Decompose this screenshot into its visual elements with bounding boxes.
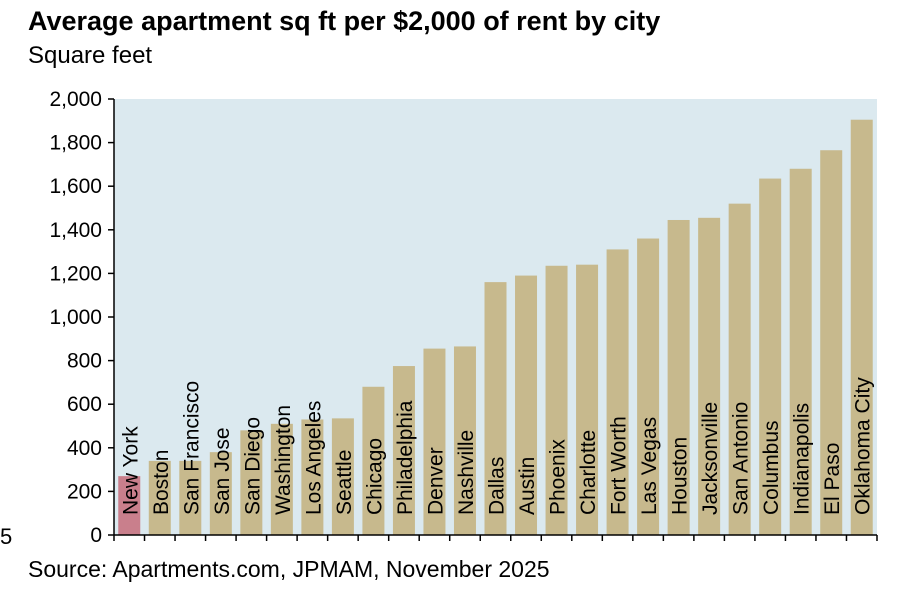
bar-label: Jacksonville — [699, 402, 722, 515]
bar-label: Austin — [516, 457, 539, 515]
bar-label: Phoenix — [547, 439, 570, 515]
y-tick-label: 200 — [67, 480, 102, 503]
bar-columbus — [759, 178, 782, 535]
chart-subtitle: Square feet — [28, 42, 153, 69]
source-note: Source: Apartments.com, JPMAM, November … — [28, 556, 550, 582]
bar-charlotte — [576, 264, 599, 535]
edge-tick-fragment: 5 — [0, 524, 13, 549]
bar-label: Fort Worth — [608, 416, 631, 515]
bar-el-paso — [820, 150, 843, 536]
bar-label: Indianapolis — [791, 403, 814, 515]
bar-phoenix — [545, 265, 568, 535]
bar-label: Chicago — [363, 438, 386, 515]
bar-seattle — [331, 418, 354, 535]
bar-san-francisco — [179, 460, 202, 535]
bar-chicago — [362, 386, 385, 535]
bar-denver — [423, 348, 446, 535]
y-tick-label: 600 — [67, 393, 102, 416]
y-tick-label: 1,600 — [49, 175, 102, 198]
bar-label: New York — [119, 426, 142, 515]
chart-title: Average apartment sq ft per $2,000 of re… — [28, 6, 661, 36]
bar-label: Boston — [150, 450, 173, 515]
bar-label: San Antonio — [730, 402, 753, 515]
bar-jacksonville — [698, 217, 721, 535]
bar-houston — [667, 219, 690, 536]
bar-philadelphia — [392, 366, 415, 535]
bar-label: Nashville — [455, 430, 478, 515]
y-tick-label: 800 — [67, 350, 102, 373]
bar-label: Philadelphia — [394, 400, 417, 515]
bar-san-jose — [209, 452, 232, 535]
bar-fort-worth — [606, 249, 629, 536]
bar-label: Las Vegas — [638, 417, 661, 515]
bar-san-diego — [240, 430, 263, 535]
y-tick-label: 400 — [67, 437, 102, 460]
bar-oklahoma-city — [850, 119, 873, 536]
bar-label: Charlotte — [577, 430, 600, 515]
bar-boston — [148, 460, 171, 535]
bar-label: Los Angeles — [302, 401, 325, 515]
bar-las-vegas — [637, 238, 660, 535]
x-axis — [113, 534, 878, 541]
y-tick-label: 1,200 — [49, 262, 102, 285]
bar-label: San Jose — [211, 427, 234, 515]
bar-washington — [270, 423, 293, 535]
bar-label: Seattle — [333, 450, 356, 515]
bar-indianapolis — [789, 168, 812, 535]
bar-dallas — [484, 282, 507, 535]
y-axis: 0 200 400 600 800 1,000 1,200 1,400 1,600 1,800 2,… — [49, 88, 115, 547]
bar-austin — [515, 275, 538, 535]
y-tick-label: 1,800 — [49, 132, 102, 155]
bar-label: Oklahoma City — [852, 377, 875, 515]
bar-los-angeles — [301, 419, 324, 535]
bar-label: Denver — [424, 447, 447, 515]
bar-label: San Francisco — [180, 381, 203, 515]
bar-nashville — [453, 346, 476, 535]
y-tick-label: 0 — [90, 524, 102, 547]
y-tick-label: 2,000 — [49, 88, 102, 111]
bar-new-york — [118, 476, 141, 535]
bar-label: El Paso — [821, 443, 844, 515]
bars-group: New York Boston San Francisco San Jose San D… — [118, 119, 875, 536]
bar-label: Washington — [272, 405, 295, 515]
bar-san-antonio — [728, 203, 751, 535]
bar-label: San Diego — [241, 417, 264, 515]
y-tick-label: 1,400 — [49, 219, 102, 242]
bar-label: Columbus — [760, 420, 783, 515]
y-tick-label: 1,000 — [49, 306, 102, 329]
bar-label: Houston — [669, 437, 692, 515]
bar-label: Dallas — [486, 457, 509, 515]
